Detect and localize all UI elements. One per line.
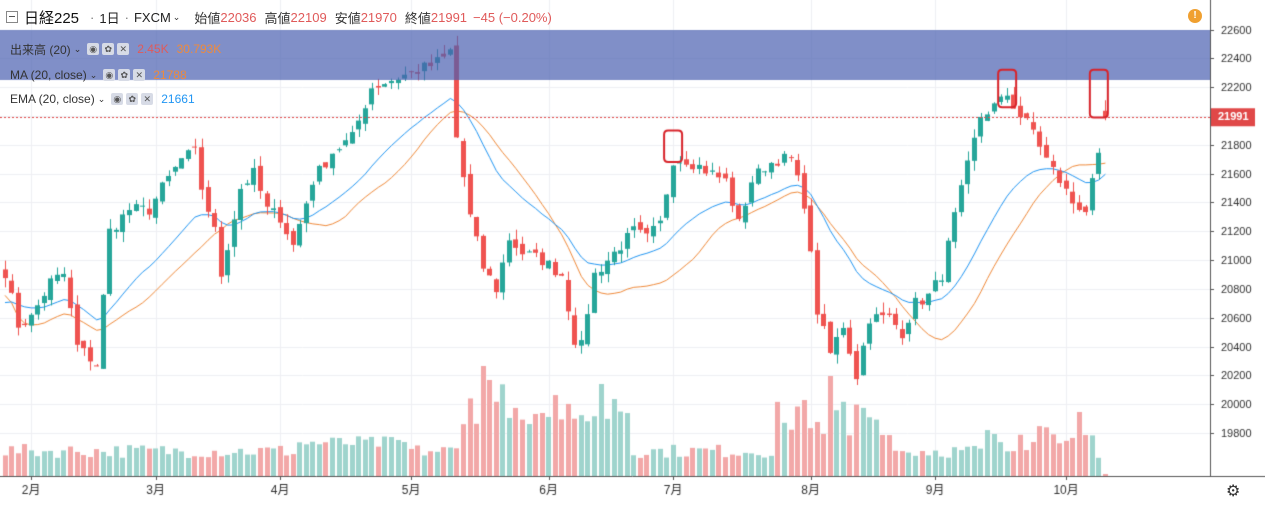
close-label: 終値 <box>405 8 431 27</box>
indicator-value: 21788 <box>153 68 186 82</box>
indicator-value: 21661 <box>161 92 194 106</box>
eye-icon[interactable]: ◉ <box>111 93 123 105</box>
indicator-ema[interactable]: EMA (20, close) ⌄ ◉ ✿ ✕ 21661 <box>10 90 203 108</box>
symbol-name[interactable]: 日経225 <box>24 7 79 28</box>
indicator-volume[interactable]: 出来高 (20) ⌄ ◉ ✿ ✕ 2.45K 30.793K <box>10 40 221 58</box>
close-icon[interactable]: ✕ <box>133 69 145 81</box>
close-icon[interactable]: ✕ <box>141 93 153 105</box>
gear-icon[interactable]: ✿ <box>126 93 138 105</box>
chevron-down-icon[interactable]: ⌄ <box>98 94 106 105</box>
open-label: 始値 <box>194 8 220 27</box>
open-value: 22036 <box>220 10 256 25</box>
interval-label[interactable]: 1日 <box>99 8 119 27</box>
gear-icon[interactable]: ⚙ <box>1226 481 1240 501</box>
source-label[interactable]: FXCM <box>134 10 171 25</box>
close-value: 21991 <box>431 10 467 25</box>
indicator-label: 出来高 (20) <box>10 41 71 58</box>
chevron-down-icon[interactable]: ⌄ <box>74 44 82 55</box>
indicator-label: MA (20, close) <box>10 68 87 82</box>
low-label: 安値 <box>335 8 361 27</box>
low-value: 21970 <box>361 10 397 25</box>
alert-icon[interactable]: ! <box>1188 9 1202 23</box>
gear-icon[interactable]: ✿ <box>118 69 130 81</box>
separator-dot: · <box>125 10 129 25</box>
change-value: −45 (−0.20%) <box>473 10 552 25</box>
high-value: 22109 <box>291 10 327 25</box>
indicator-label: EMA (20, close) <box>10 92 95 106</box>
separator-dot: · <box>90 10 94 25</box>
chevron-down-icon[interactable]: ⌄ <box>173 12 181 23</box>
chevron-down-icon[interactable]: ⌄ <box>90 70 98 81</box>
symbol-header: 日経225 · 1日 · FXCM ⌄ 始値 22036 高値 22109 安値… <box>6 6 558 28</box>
gear-icon[interactable]: ✿ <box>102 43 114 55</box>
indicator-value-2: 30.793K <box>177 42 222 56</box>
indicator-value: 2.45K <box>137 42 168 56</box>
indicator-ma[interactable]: MA (20, close) ⌄ ◉ ✿ ✕ 21788 <box>10 66 195 84</box>
collapse-icon[interactable] <box>6 11 18 23</box>
close-icon[interactable]: ✕ <box>117 43 129 55</box>
high-label: 高値 <box>265 8 291 27</box>
eye-icon[interactable]: ◉ <box>87 43 99 55</box>
eye-icon[interactable]: ◉ <box>103 69 115 81</box>
